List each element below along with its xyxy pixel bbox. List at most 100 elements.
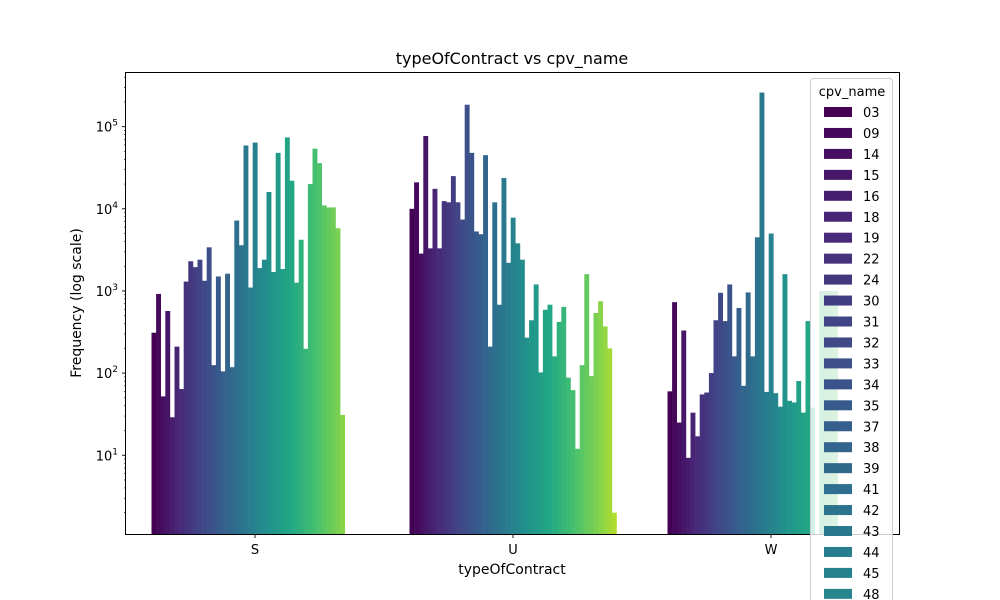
bar-U-32 bbox=[460, 219, 465, 535]
bar-W-09 bbox=[672, 302, 677, 534]
bar-S-50 bbox=[261, 259, 267, 534]
bar-S-15 bbox=[165, 311, 171, 534]
bar-S-75 bbox=[317, 163, 322, 535]
bar-W-30 bbox=[708, 373, 714, 534]
bar-W-22 bbox=[699, 394, 705, 534]
y-axis: 101 102 103 104 105 bbox=[96, 76, 126, 513]
bar-S-66 bbox=[294, 282, 299, 534]
bar-S-31 bbox=[197, 259, 203, 534]
bar-S-33 bbox=[206, 247, 212, 535]
bar-U-70 bbox=[556, 321, 562, 534]
bar-U-39 bbox=[487, 346, 493, 534]
legend-swatch-32 bbox=[824, 337, 852, 348]
bar-S-71 bbox=[303, 348, 309, 534]
legend-swatch-35 bbox=[824, 400, 852, 411]
legend-swatch-09 bbox=[824, 127, 852, 138]
bar-W-31 bbox=[713, 320, 719, 534]
legend-label-22: 22 bbox=[863, 253, 880, 268]
bar-U-35 bbox=[473, 231, 479, 534]
bar-S-37 bbox=[220, 371, 226, 534]
legend-label-09: 09 bbox=[863, 127, 880, 142]
bar-U-50 bbox=[519, 259, 525, 534]
legend-swatch-38 bbox=[824, 442, 852, 453]
legend-label-35: 35 bbox=[863, 399, 880, 414]
bar-W-24 bbox=[704, 392, 710, 534]
bar-U-73 bbox=[570, 390, 576, 534]
bar-S-30 bbox=[192, 267, 198, 534]
bar-S-64 bbox=[284, 137, 290, 534]
bar-U-65 bbox=[547, 304, 553, 534]
bar-W-64 bbox=[800, 412, 806, 534]
bar-U-75 bbox=[575, 448, 580, 534]
bar-S-79 bbox=[330, 207, 336, 534]
legend-label-18: 18 bbox=[863, 211, 880, 226]
legend-swatch-24 bbox=[824, 274, 852, 285]
bar-S-73 bbox=[312, 148, 318, 534]
legend-label-16: 16 bbox=[863, 190, 880, 205]
bar-U-09 bbox=[414, 182, 419, 534]
legend-label-34: 34 bbox=[863, 378, 880, 393]
bar-W-44 bbox=[764, 391, 769, 534]
bar-S-55 bbox=[271, 272, 276, 534]
bar-U-51 bbox=[524, 337, 530, 534]
y-tick-label: 105 bbox=[96, 119, 118, 136]
legend-label-38: 38 bbox=[863, 441, 880, 456]
legend-swatch-42 bbox=[824, 505, 852, 516]
bar-U-42 bbox=[496, 304, 502, 534]
bar-U-18 bbox=[432, 188, 438, 534]
bar-W-33 bbox=[722, 321, 728, 534]
bar-S-42 bbox=[238, 245, 244, 534]
bar-U-15 bbox=[423, 135, 429, 535]
bar-W-03 bbox=[667, 391, 673, 534]
bar-U-41 bbox=[492, 202, 498, 535]
bar-S-09 bbox=[156, 293, 161, 534]
x-tick-label: S bbox=[251, 543, 259, 558]
bar-W-15 bbox=[681, 330, 687, 534]
bar-W-45 bbox=[768, 233, 774, 535]
bar-U-66 bbox=[552, 356, 557, 534]
legend-swatch-39 bbox=[824, 463, 852, 474]
y-axis-label: Frequency (log scale) bbox=[69, 228, 85, 378]
legend-swatch-37 bbox=[824, 421, 852, 432]
legend-swatch-03 bbox=[824, 107, 852, 117]
bar-W-42 bbox=[754, 237, 760, 535]
legend-label-37: 37 bbox=[863, 420, 880, 435]
bar-U-71 bbox=[561, 306, 567, 534]
legend-label-42: 42 bbox=[863, 504, 880, 519]
bar-W-50 bbox=[777, 406, 783, 534]
bar-S-48 bbox=[257, 268, 263, 534]
bar-S-34 bbox=[211, 365, 217, 534]
bar-W-19 bbox=[695, 436, 700, 534]
bar-S-03 bbox=[151, 332, 157, 534]
legend-swatch-14 bbox=[824, 148, 852, 159]
bar-U-44 bbox=[506, 262, 511, 534]
bar-U-72 bbox=[565, 377, 571, 534]
bar-S-76 bbox=[321, 205, 327, 534]
bar-U-24 bbox=[446, 202, 452, 535]
legend: cpv_name 03 09 14 15 16 18 19 22 24 30 31 32 33 34 35 37… bbox=[810, 78, 893, 600]
bar-S-16 bbox=[169, 417, 175, 534]
bar-S-19 bbox=[179, 389, 184, 534]
legend-swatch-48 bbox=[824, 588, 852, 599]
bar-W-48 bbox=[773, 393, 779, 534]
bar-S-32 bbox=[202, 280, 207, 534]
legend-label-32: 32 bbox=[863, 336, 880, 351]
legend-swatch-34 bbox=[824, 379, 852, 390]
bar-U-37 bbox=[478, 234, 484, 534]
y-tick-label: 101 bbox=[96, 447, 118, 464]
bar-W-35 bbox=[731, 356, 737, 534]
y-tick-label: 102 bbox=[96, 365, 118, 382]
legend-swatch-41 bbox=[824, 484, 852, 495]
bar-U-55 bbox=[529, 320, 534, 534]
bar-W-43 bbox=[759, 92, 765, 534]
bar-U-43 bbox=[501, 178, 507, 534]
bar-W-37 bbox=[736, 308, 742, 534]
legend-label-30: 30 bbox=[863, 295, 880, 310]
legend-swatch-31 bbox=[824, 316, 852, 327]
legend-swatch-45 bbox=[824, 567, 852, 578]
legend-swatch-30 bbox=[824, 295, 852, 306]
bar-U-76 bbox=[579, 365, 585, 534]
bar-U-34 bbox=[469, 152, 475, 534]
